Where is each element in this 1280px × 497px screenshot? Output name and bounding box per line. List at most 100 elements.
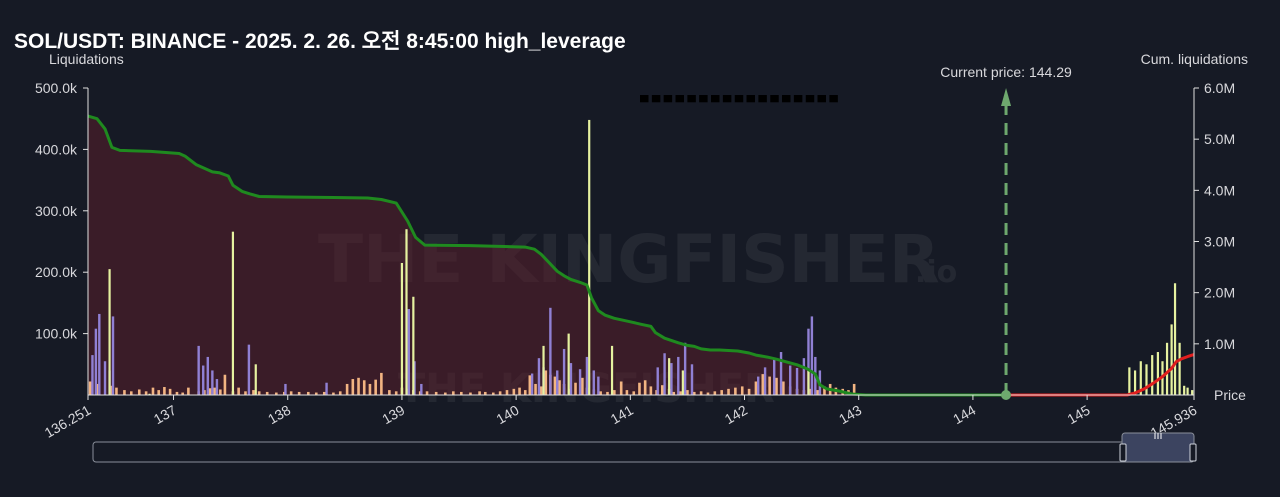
short-liquidation-bar — [852, 383, 856, 395]
range-slider-grip-icon[interactable] — [1154, 433, 1162, 439]
cum-liquidations-above-line — [1006, 353, 1195, 397]
high-liquidation-bar — [1191, 390, 1194, 395]
short-liquidation-bar — [314, 392, 318, 395]
range-slider-track[interactable] — [92, 441, 1195, 463]
short-liquidation-bar — [706, 392, 710, 395]
short-liquidation-bar — [137, 389, 141, 395]
long-liquidation-bar — [807, 328, 810, 395]
high-liquidation-bar — [1170, 324, 1173, 395]
long-liquidation-bar — [197, 345, 200, 395]
long-liquidation-bar — [670, 363, 673, 395]
short-liquidation-bar — [632, 391, 636, 395]
long-liquidation-bar — [325, 382, 328, 395]
short-liquidation-bar — [338, 391, 342, 395]
short-liquidation-bar — [505, 390, 509, 395]
short-liquidation-bar — [679, 391, 682, 395]
long-liquidation-bar — [592, 370, 595, 395]
short-liquidation-bar — [713, 391, 717, 395]
current-price-marker: Current price: 144.29 — [940, 64, 1072, 400]
short-liquidation-bar — [157, 390, 160, 395]
short-liquidation-bar — [740, 386, 744, 395]
high-liquidation-bar — [542, 345, 545, 395]
y-right-axis-title: Cum. liquidations — [1141, 51, 1248, 67]
short-liquidation-bar — [643, 380, 647, 395]
range-slider[interactable] — [92, 432, 1197, 463]
short-liquidation-bar — [289, 391, 293, 395]
short-liquidation-bar — [528, 375, 532, 395]
high-liquidation-bar — [610, 345, 614, 395]
short-liquidation-bar — [265, 391, 269, 395]
long-liquidation-bar — [773, 359, 776, 395]
long-liquidation-bar — [94, 328, 98, 395]
short-liquidation-bar — [144, 391, 148, 395]
long-liquidation-bar — [683, 342, 687, 395]
high-liquidation-bar — [668, 358, 671, 395]
short-liquidation-bar — [237, 387, 240, 395]
x-tick-label: 138 — [265, 402, 293, 428]
y-left-tick-label: 400.0k — [35, 141, 78, 157]
short-liquidation-bar — [699, 391, 703, 395]
short-liquidation-bar — [754, 381, 758, 395]
short-liquidation-bar — [672, 391, 676, 395]
long-liquidation-bar — [795, 367, 799, 395]
short-liquidation-bar — [129, 391, 133, 395]
short-liquidation-bar — [544, 370, 548, 395]
cum-liquidations-below-line — [87, 114, 1006, 397]
y-left-tick-label: 300.0k — [35, 203, 78, 219]
short-liquidation-bar — [163, 387, 166, 395]
high-liquidation-bar — [412, 296, 415, 395]
short-liquidation-bar — [686, 390, 689, 395]
current-price-arrow-icon — [1001, 88, 1012, 106]
chart-title: SOL/USDT: BINANCE - 2025. 2. 26. 오전 8:45… — [14, 30, 626, 53]
short-liquidation-bar — [297, 391, 301, 395]
short-liquidation-bar — [357, 377, 360, 395]
short-liquidation-bar — [581, 377, 584, 395]
y-right-tick-label: 2.0M — [1204, 285, 1235, 301]
long-liquidation-bar — [779, 352, 783, 395]
current-price-dot — [1001, 390, 1012, 400]
short-liquidation-bar — [394, 391, 398, 395]
long-liquidation-bar — [549, 307, 552, 395]
short-liquidation-bar — [539, 386, 543, 395]
range-slider-left-handle[interactable] — [1119, 443, 1127, 462]
short-liquidation-bar — [518, 387, 521, 395]
short-liquidation-bar — [747, 388, 751, 395]
short-liquidation-bar — [734, 387, 737, 395]
y-right-tick-label: 1.0M — [1204, 336, 1235, 352]
short-liquidation-bar — [661, 385, 664, 395]
short-liquidation-bar — [175, 391, 179, 395]
high-liquidation-bar — [1165, 342, 1169, 395]
short-liquidation-bar — [720, 390, 723, 395]
high-liquidation-bar — [108, 269, 111, 395]
y-right-tick-label: 4.0M — [1204, 182, 1235, 198]
short-liquidation-bar — [368, 383, 372, 395]
short-liquidation-bar — [257, 391, 261, 395]
x-axis-title: Price — [1214, 387, 1246, 403]
short-liquidation-bar — [332, 392, 335, 395]
high-liquidation-bar — [567, 333, 570, 395]
short-liquidation-bar — [388, 390, 391, 395]
short-liquidation-bar — [151, 387, 155, 395]
short-liquidation-bar — [606, 391, 609, 395]
short-liquidation-bar — [219, 389, 222, 395]
long-liquidation-bar — [802, 358, 806, 395]
short-liquidation-bar — [483, 391, 487, 395]
short-liquidation-bar — [478, 391, 481, 395]
long-liquidation-bar — [413, 361, 416, 395]
range-slider-right-handle[interactable] — [1189, 443, 1197, 462]
short-liquidation-bar — [613, 390, 616, 395]
long-liquidation-bar — [215, 379, 219, 395]
long-liquidation-bar — [569, 363, 573, 395]
short-liquidation-bar — [460, 391, 463, 395]
short-liquidation-bar — [692, 391, 696, 395]
short-liquidation-bar — [362, 380, 366, 395]
x-tick-label: 144 — [950, 402, 978, 428]
long-liquidation-bar — [656, 367, 659, 395]
short-liquidation-bar — [244, 391, 247, 395]
high-liquidation-bar — [588, 119, 591, 396]
short-liquidation-bar — [469, 392, 472, 395]
short-liquidation-bar — [649, 386, 653, 395]
short-liquidation-bar — [498, 391, 502, 395]
short-liquidation-bar — [444, 392, 447, 395]
